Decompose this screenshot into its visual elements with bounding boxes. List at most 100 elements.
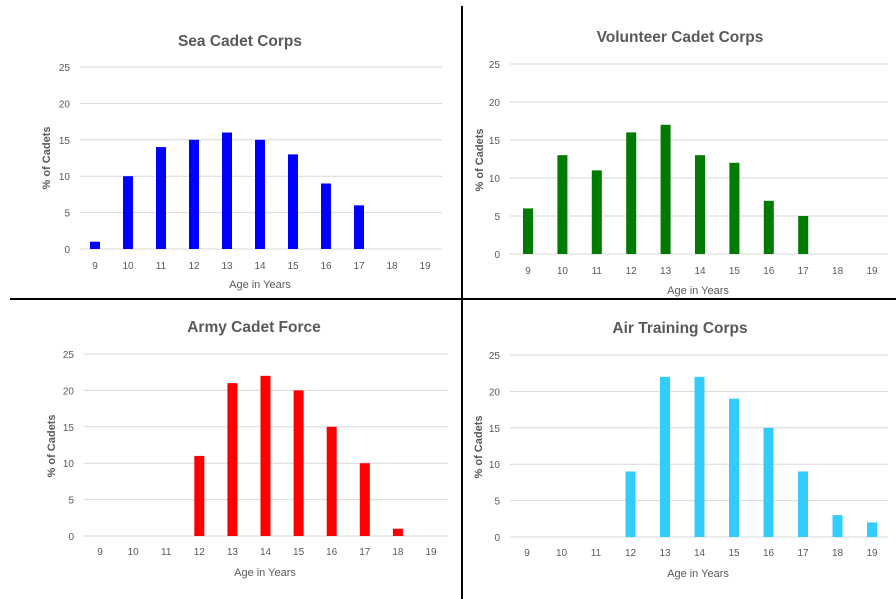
x-tick-label: 18: [832, 548, 844, 559]
bar-age-10: [123, 176, 133, 249]
bar-age-9: [523, 208, 533, 254]
bar-age-15: [288, 154, 298, 249]
bar-age-16: [321, 183, 331, 249]
x-tick-label: 15: [729, 266, 741, 277]
x-tick-label: 13: [659, 548, 671, 559]
x-tick-label: 17: [359, 547, 371, 558]
y-tick-label: 10: [59, 172, 71, 183]
bar-age-17: [798, 216, 809, 254]
y-tick-label: 0: [68, 532, 74, 543]
bar-age-11: [591, 170, 602, 254]
y-tick-label: 10: [63, 459, 75, 470]
chart-title: Sea Cadet Corps: [178, 33, 302, 50]
y-tick-label: 5: [68, 496, 74, 507]
bar-age-16: [763, 200, 774, 254]
y-tick-label: 5: [64, 209, 70, 220]
y-tick-label: 5: [494, 212, 500, 223]
x-tick-label: 19: [425, 547, 437, 558]
y-tick-label: 10: [489, 460, 501, 471]
chart-title: Volunteer Cadet Corps: [597, 29, 764, 46]
chart-panel-1: Sea Cadet Corps 0 5 10 15 20 25 9 10 11 12 13 14 15 16…: [41, 33, 442, 291]
y-axis-label: % of Cadets: [474, 129, 486, 192]
chart-panel-2: Volunteer Cadet Corps 0 5 10 15 20 25 9 10 11 12 13…: [474, 29, 888, 297]
x-tick-label: 12: [626, 266, 638, 277]
x-tick-label: 16: [763, 266, 775, 277]
x-tick-label: 17: [797, 548, 809, 559]
bar-age-15: [729, 162, 740, 254]
y-tick-label: 25: [59, 63, 71, 74]
x-tick-label: 9: [524, 548, 530, 559]
x-tick-label: 10: [122, 261, 134, 272]
bar-age-17: [798, 471, 808, 537]
x-tick-label: 18: [392, 547, 404, 558]
x-tick-label: 15: [287, 261, 299, 272]
bar-age-14: [260, 375, 271, 536]
y-tick-label: 0: [494, 533, 500, 544]
y-tick-label: 15: [59, 136, 71, 147]
horizontal-divider: [10, 298, 896, 300]
x-tick-label: 17: [353, 261, 365, 272]
x-tick-label: 19: [866, 266, 878, 277]
x-tick-label: 9: [525, 266, 531, 277]
y-tick-label: 0: [494, 250, 500, 261]
bar-age-14: [694, 376, 705, 537]
bar-age-18: [832, 515, 843, 537]
bar-age-16: [763, 427, 774, 537]
bar-age-15: [293, 390, 304, 536]
chart-panel-4: Air Training Corps 0 5 10 15 20 25 9 10 11 12 13 14 1…: [473, 320, 888, 580]
x-tick-label: 9: [97, 547, 103, 558]
bar-age-9: [90, 241, 100, 249]
x-tick-label: 10: [557, 266, 569, 277]
y-tick-label: 0: [64, 245, 70, 256]
y-tick-label: 15: [63, 423, 75, 434]
y-tick-label: 5: [494, 497, 500, 508]
bar-age-12: [194, 455, 205, 536]
x-tick-label: 19: [866, 548, 878, 559]
x-tick-label: 15: [728, 548, 740, 559]
bar-age-12: [189, 139, 199, 249]
bar-age-17: [359, 463, 370, 536]
x-tick-label: 19: [419, 261, 431, 272]
x-axis-label: Age in Years: [667, 568, 729, 580]
x-tick-label: 11: [156, 261, 167, 272]
x-tick-label: 10: [556, 548, 568, 559]
bar-age-17: [354, 205, 364, 249]
chart-title: Air Training Corps: [612, 320, 747, 337]
x-tick-label: 17: [798, 266, 810, 277]
chart-panel-3: Army Cadet Force 0 5 10 15 20 25 9 10 11 12 13 14 15 1…: [46, 319, 448, 579]
x-tick-label: 12: [625, 548, 637, 559]
y-tick-label: 20: [489, 98, 501, 109]
x-tick-label: 11: [591, 548, 602, 559]
bar-age-14: [695, 155, 705, 254]
x-tick-label: 14: [694, 548, 706, 559]
bar-age-13: [227, 383, 238, 536]
chart-title: Army Cadet Force: [187, 319, 321, 336]
bar-age-13: [660, 124, 671, 254]
bar-age-12: [626, 132, 637, 254]
bar-age-19: [867, 522, 877, 537]
y-axis-label: % of Cadets: [473, 416, 485, 479]
y-tick-label: 25: [489, 351, 501, 362]
x-tick-label: 16: [326, 547, 338, 558]
y-tick-label: 20: [489, 387, 501, 398]
x-tick-label: 18: [832, 266, 844, 277]
x-tick-label: 14: [260, 547, 272, 558]
x-tick-label: 12: [188, 261, 200, 272]
x-axis-label: Age in Years: [229, 279, 291, 291]
x-tick-label: 18: [386, 261, 398, 272]
x-tick-label: 11: [592, 266, 603, 277]
y-axis-label: % of Cadets: [46, 415, 58, 478]
x-tick-label: 12: [194, 547, 206, 558]
y-tick-label: 20: [59, 99, 71, 110]
x-tick-label: 13: [227, 547, 239, 558]
y-tick-label: 15: [489, 424, 501, 435]
bar-age-14: [255, 139, 265, 249]
x-tick-label: 11: [161, 547, 172, 558]
x-tick-label: 15: [293, 547, 305, 558]
x-axis-label: Age in Years: [234, 567, 296, 579]
x-tick-label: 13: [660, 266, 672, 277]
y-tick-label: 15: [489, 136, 501, 147]
bar-age-13: [222, 132, 232, 249]
bar-age-13: [660, 376, 670, 537]
